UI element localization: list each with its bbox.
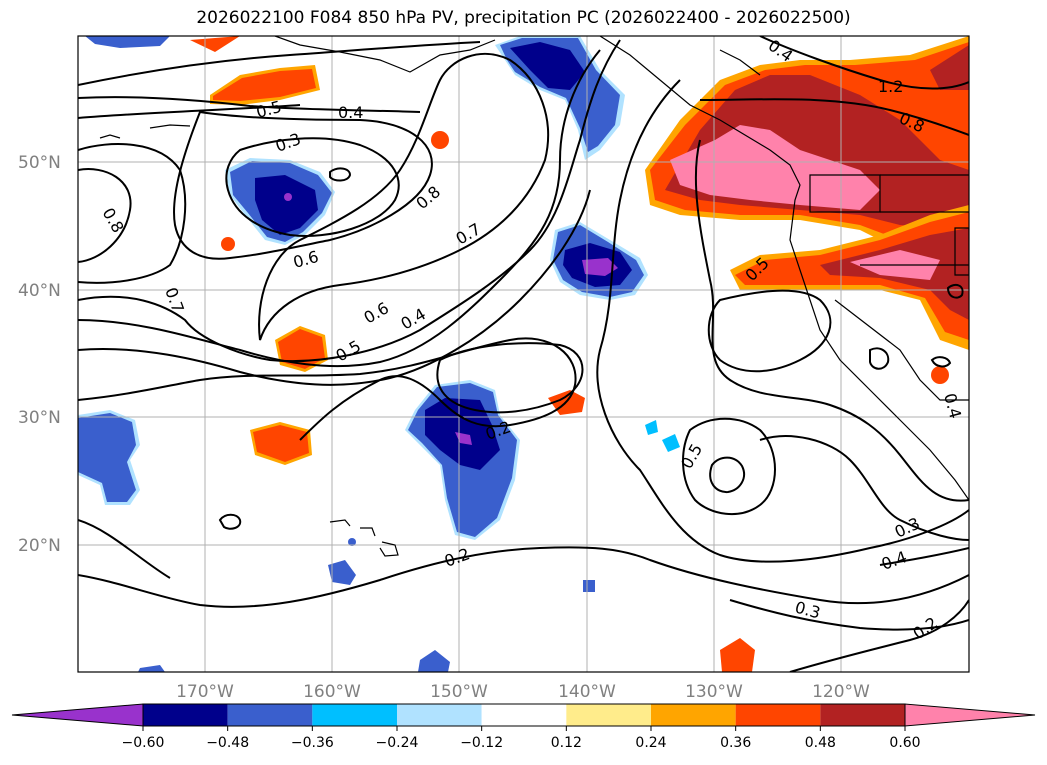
- lon-label: 150°W: [430, 682, 488, 702]
- longitude-labels: 170°W 160°W 150°W 140°W 130°W 120°W: [176, 682, 870, 702]
- chart-title: 2026022100 F084 850 hPa PV, precipitatio…: [196, 8, 851, 28]
- colorbar-tick-label: 0.48: [805, 735, 836, 751]
- colorbar-tick-label: −0.60: [122, 735, 165, 751]
- colorbar-extend-high: [904, 703, 1036, 727]
- lon-label: 120°W: [812, 682, 870, 702]
- map-area: [78, 36, 969, 672]
- colorbar-tick-label: −0.24: [376, 735, 419, 751]
- pv-contours: [78, 36, 969, 672]
- lat-label: 50°N: [18, 153, 61, 173]
- lat-label: 30°N: [18, 408, 61, 428]
- precip-fills: [78, 36, 969, 672]
- colorbar-bin: [481, 704, 567, 726]
- colorbar-bin: [566, 704, 651, 726]
- colorbar-bin: [820, 704, 905, 726]
- colorbar-bin: [735, 704, 821, 726]
- colorbar-tick-label: −0.48: [206, 735, 249, 751]
- contour-label: 0.4: [338, 103, 363, 122]
- lon-label: 130°W: [685, 682, 743, 702]
- colorbar-tick-label: −0.36: [291, 735, 334, 751]
- colorbar-tick-label: 0.60: [889, 735, 920, 751]
- colorbar-frame: [142, 703, 906, 727]
- colorbar-bin: [143, 704, 228, 726]
- colorbar-bin: [227, 704, 313, 726]
- lon-label: 170°W: [176, 682, 234, 702]
- lon-label: 140°W: [558, 682, 616, 702]
- latitude-labels: 50°N 40°N 30°N 20°N: [18, 153, 61, 556]
- coastlines: [99, 36, 969, 557]
- colorbar-extend-low: [11, 703, 144, 727]
- contour-label: 1.2: [878, 77, 903, 96]
- colorbar-tick-label: 0.12: [551, 735, 582, 751]
- colorbar-tick-label: −0.12: [460, 735, 503, 751]
- colorbar-bin: [312, 704, 397, 726]
- colorbar-tick-label: 0.24: [635, 735, 666, 751]
- lat-label: 20°N: [18, 536, 61, 556]
- map-frame: [77, 35, 970, 673]
- colorbar-bin: [397, 704, 482, 726]
- colorbar-bin: [651, 704, 736, 726]
- colorbar-tick-label: 0.36: [720, 735, 751, 751]
- lat-label: 40°N: [18, 281, 61, 301]
- colorbar: −0.60 −0.48 −0.36 −0.24 −0.12 0.12 0.24 0.36 0.4…: [11, 703, 1036, 751]
- graticule: [78, 36, 969, 672]
- lon-label: 160°W: [303, 682, 361, 702]
